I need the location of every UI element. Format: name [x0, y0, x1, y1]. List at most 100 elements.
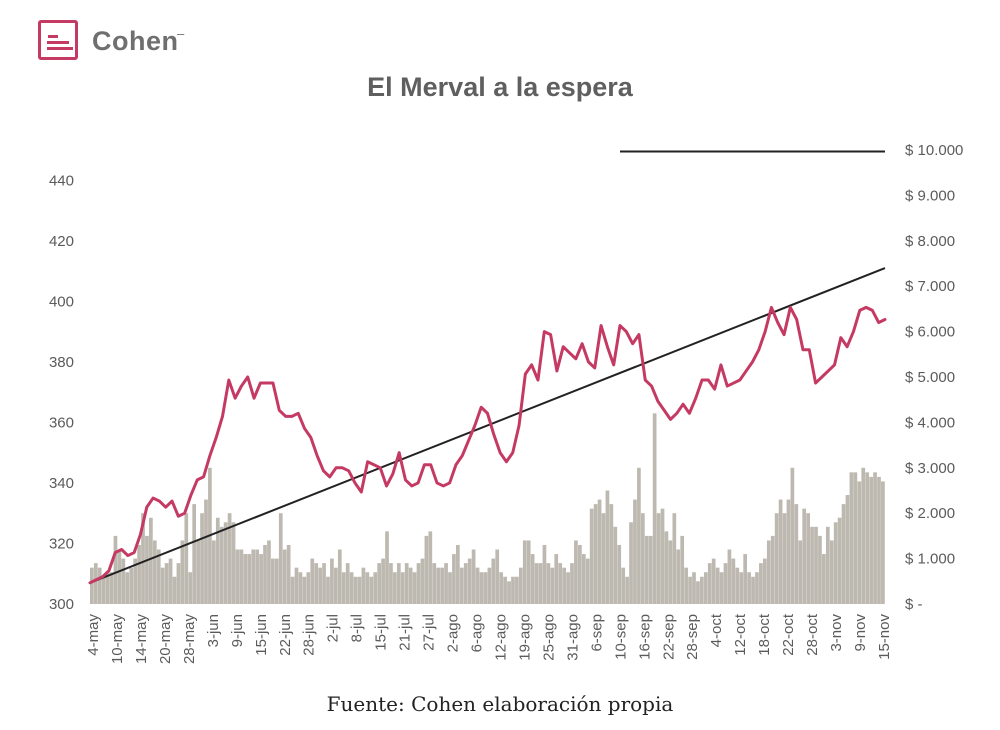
- volume-bar: [129, 567, 134, 604]
- volume-bar: [239, 549, 244, 604]
- volume-bar: [597, 499, 602, 604]
- volume-bar: [841, 504, 846, 604]
- volume-bar: [483, 572, 488, 604]
- volume-bar: [101, 576, 106, 604]
- volume-bar: [251, 549, 256, 604]
- x-axis-tick: 22-sep: [660, 614, 677, 660]
- volume-bar: [278, 513, 283, 604]
- volume-bar: [782, 513, 787, 604]
- volume-bar: [152, 540, 157, 604]
- volume-bar: [341, 572, 346, 604]
- x-axis-tick: 16-sep: [636, 614, 653, 660]
- volume-bar: [479, 572, 484, 604]
- volume-bar: [644, 535, 649, 604]
- volume-bar: [235, 549, 240, 604]
- volume-bar: [735, 567, 740, 604]
- x-axis-tick: 28-sep: [684, 614, 701, 660]
- volume-bar: [247, 554, 252, 604]
- volume-bar: [141, 513, 145, 604]
- volume-bar: [790, 467, 795, 604]
- volume-bar: [172, 576, 177, 604]
- volume-bar: [739, 572, 744, 604]
- trendline-soporte: [89, 267, 886, 584]
- volume-bar: [365, 572, 370, 604]
- volume-bar: [164, 563, 169, 604]
- volume-bar: [219, 526, 224, 604]
- cohen-logo: Cohen –: [38, 20, 188, 68]
- x-axis-tick: 12-ago: [492, 614, 509, 661]
- volume-bar: [825, 526, 830, 604]
- volume-bar: [755, 572, 759, 604]
- volume-bar: [743, 554, 748, 604]
- left-axis-tick: 440: [49, 172, 74, 189]
- volume-bar: [160, 567, 165, 604]
- volume-bar: [700, 576, 704, 604]
- volume-bar: [377, 563, 381, 604]
- volume-bar: [456, 544, 460, 604]
- volume-bar: [562, 567, 566, 604]
- volume-bar: [534, 563, 539, 604]
- volume-bar: [625, 576, 629, 604]
- volume-bar: [184, 513, 189, 604]
- x-axis-tick: 21-jul: [397, 614, 414, 651]
- volume-bar: [440, 567, 444, 604]
- volume-bar: [326, 576, 330, 604]
- volume-bar: [660, 508, 665, 604]
- volume-bar: [306, 572, 311, 604]
- volume-bar: [471, 549, 476, 604]
- x-axis-tick: 10-sep: [612, 614, 629, 660]
- volume-bar: [416, 563, 421, 604]
- volume-bar: [648, 535, 653, 604]
- volume-bar: [829, 540, 834, 604]
- volume-bar: [538, 563, 543, 604]
- trendlines: [89, 150, 886, 584]
- x-axis-tick: 2-jul: [325, 614, 342, 642]
- volume-bar: [810, 526, 814, 604]
- volume-bar: [684, 567, 688, 604]
- left-axis-tick: 320: [49, 535, 74, 552]
- volume-bar: [204, 499, 208, 604]
- right-axis-tick: $ 5.000: [905, 369, 955, 386]
- volume-bar: [873, 472, 877, 604]
- volume-bar: [833, 522, 838, 604]
- volume-bar: [881, 481, 885, 604]
- merval-line: [88, 305, 887, 585]
- right-axis-tick: $ 7.000: [905, 278, 955, 295]
- volume-bar: [853, 472, 858, 604]
- volume-bar: [310, 558, 315, 604]
- volume-bar: [546, 563, 551, 604]
- right-axis-tick: $ 6.000: [905, 324, 955, 341]
- volume-bar: [361, 567, 366, 604]
- volume-bar: [613, 526, 618, 604]
- volume-bar: [550, 567, 555, 604]
- volume-bar: [703, 572, 708, 604]
- volume-bar: [259, 554, 263, 604]
- x-axis-tick: 10-may: [109, 614, 126, 665]
- volume-bar: [271, 558, 275, 604]
- volume-bar: [530, 554, 535, 604]
- volume-bar: [117, 549, 122, 604]
- volume-bar: [263, 544, 267, 604]
- x-axis-tick: 15-jun: [253, 614, 270, 656]
- x-axis-tick: 2-ago: [445, 614, 462, 652]
- volume-bar: [786, 499, 791, 604]
- x-axis-tick: 3-nov: [828, 614, 845, 652]
- x-axis-tick: 6-sep: [588, 614, 605, 652]
- volume-bar: [353, 576, 358, 604]
- left-axis-tick: 420: [49, 233, 74, 250]
- volume-bar: [109, 572, 114, 604]
- x-axis-tick: 22-jun: [277, 614, 294, 656]
- x-axis-tick: 4-may: [85, 614, 102, 656]
- volume-bar: [822, 554, 826, 604]
- volume-bar: [637, 467, 641, 604]
- volume-bar: [518, 567, 523, 604]
- x-axis-tick: 18-oct: [756, 613, 773, 656]
- volume-bar: [282, 549, 287, 604]
- volume-bar: [314, 563, 319, 604]
- left-axis-tick: 360: [49, 414, 74, 431]
- volume-bar: [381, 558, 385, 604]
- volume-bar: [818, 535, 822, 604]
- brand-name: Cohen: [92, 26, 179, 56]
- x-axis-tick: 19-ago: [516, 614, 533, 661]
- volume-bar: [274, 558, 279, 604]
